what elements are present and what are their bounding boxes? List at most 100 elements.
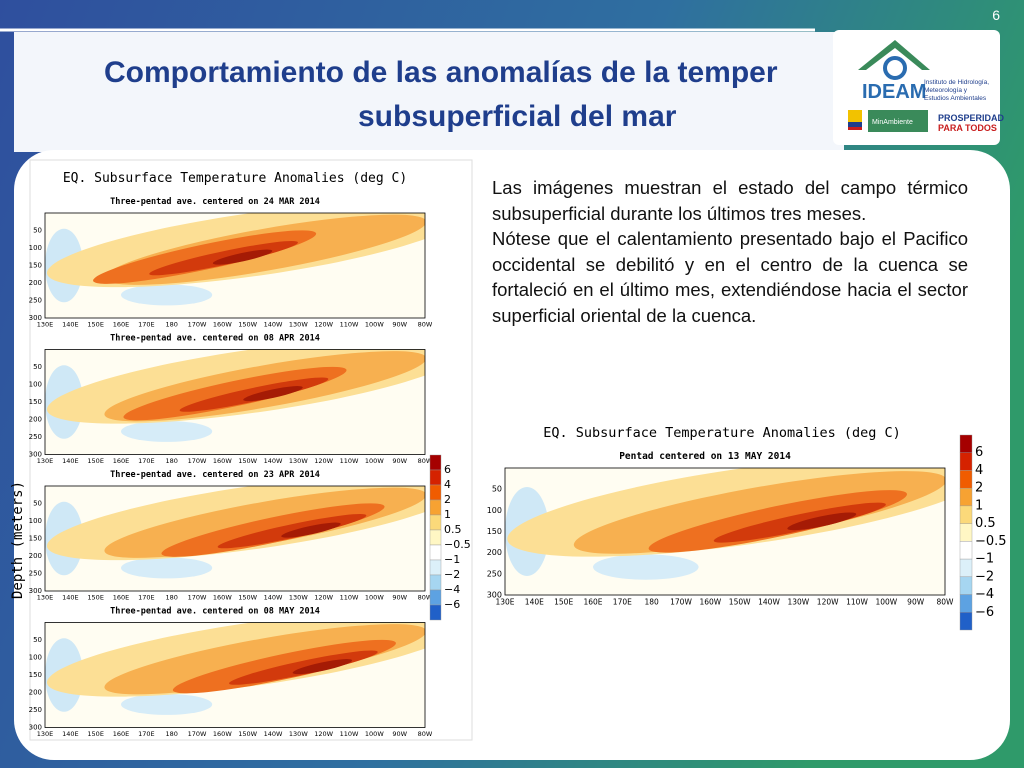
title-band: [14, 32, 844, 152]
plot-frame: [44, 349, 426, 455]
lon-tick-label: 100W: [365, 457, 384, 465]
lon-tick-label: 130E: [37, 321, 54, 329]
lon-tick-label: 90W: [392, 457, 407, 465]
colorbar-swatch: [429, 499, 442, 516]
depth-tick-label: 250: [29, 570, 42, 578]
panel-subtitle: Three-pentad ave. centered on 23 APR 201…: [110, 470, 320, 480]
depth-tick-label: 200: [29, 552, 42, 560]
heat-blob: [121, 284, 213, 306]
lon-tick-label: 170E: [138, 321, 155, 329]
logo-institute: Meteorología y: [924, 87, 968, 94]
colorbar-label: 1: [444, 508, 451, 521]
depth-tick-label: 150: [29, 398, 42, 406]
lon-tick-label: 130E: [37, 730, 54, 738]
depth-tick-label: 50: [492, 485, 502, 494]
lon-tick-label: 130E: [37, 594, 54, 602]
lon-tick-label: 150E: [87, 730, 104, 738]
lon-tick-label: 100W: [365, 321, 384, 329]
paragraph: Las imágenes muestran el estado del camp…: [492, 177, 968, 224]
colorbar-label: 0.5: [975, 516, 996, 531]
depth-tick-label: 50: [33, 363, 42, 371]
colorbar-label: −1: [975, 552, 994, 567]
colorbar-label: 6: [975, 445, 983, 460]
lon-tick-label: 100W: [365, 730, 384, 738]
lon-tick-label: 160W: [213, 594, 232, 602]
lon-tick-label: 110W: [340, 321, 359, 329]
lon-tick-label: 140W: [264, 730, 283, 738]
logo-roof: [858, 40, 930, 70]
colorbar-swatch: [429, 454, 442, 471]
colorbar-swatch: [429, 604, 442, 621]
y-axis-label: Depth (meters): [10, 481, 26, 599]
plot-frame: [44, 485, 426, 592]
lon-tick-label: 160W: [213, 730, 232, 738]
lon-tick-label: 120W: [817, 598, 839, 607]
lon-tick-label: 140W: [758, 598, 780, 607]
lon-tick-label: 80W: [937, 598, 955, 607]
logo-slogan: PARA TODOS: [938, 123, 997, 133]
panel-subtitle: Three-pentad ave. centered on 24 MAR 201…: [110, 197, 320, 207]
colorbar-swatch: [429, 544, 442, 561]
lon-tick-label: 160E: [113, 730, 130, 738]
lon-tick-label: 160W: [213, 457, 232, 465]
plot-frame: [44, 212, 426, 319]
heat-blob: [281, 522, 341, 538]
colorbar-label: 6: [444, 463, 451, 476]
heatmap: [45, 486, 425, 591]
panel-subtitle: Three-pentad ave. centered on 08 APR 201…: [110, 334, 320, 344]
lon-tick-label: 150E: [87, 457, 104, 465]
lon-tick-label: 100W: [365, 594, 384, 602]
logo-name: IDEAM: [862, 81, 926, 103]
lon-tick-label: 180: [165, 457, 177, 465]
lon-tick-label: 170W: [670, 598, 692, 607]
colorbar-label: −6: [975, 605, 994, 620]
lon-tick-label: 130E: [495, 598, 514, 607]
panel-subtitle: Pentad centered on 13 MAY 2014: [619, 451, 791, 462]
colorbar-label: −2: [444, 568, 460, 581]
lon-tick-label: 160E: [113, 321, 130, 329]
lon-tick-label: 160W: [699, 598, 721, 607]
lon-tick-label: 120W: [314, 594, 333, 602]
colorbar-label: −4: [975, 587, 994, 602]
colorbar-swatch: [429, 574, 442, 591]
depth-tick-label: 200: [29, 279, 42, 287]
lon-tick-label: 170E: [138, 457, 155, 465]
logo-flag: [848, 122, 862, 127]
lon-tick-label: 150W: [238, 457, 257, 465]
title: Comportamiento de las anomalías de la te…: [104, 56, 778, 89]
lon-tick-label: 120W: [314, 321, 333, 329]
depth-tick-label: 250: [29, 433, 42, 441]
lon-tick-label: 80W: [418, 457, 433, 465]
lon-tick-label: 180: [165, 594, 177, 602]
lon-tick-label: 140W: [264, 594, 283, 602]
lon-tick-label: 170E: [138, 730, 155, 738]
colorbar-swatch: [959, 434, 973, 453]
colorbar-swatch: [959, 487, 973, 507]
lon-tick-label: 90W: [392, 730, 407, 738]
depth-tick-label: 150: [29, 535, 42, 543]
logo-flag: [848, 127, 862, 130]
depth-tick-label: 150: [487, 527, 502, 536]
lon-tick-label: 170E: [138, 594, 155, 602]
depth-tick-label: 100: [29, 517, 42, 525]
panel-subtitle: Three-pentad ave. centered on 08 MAY 201…: [110, 607, 320, 617]
colorbar-swatch: [429, 529, 442, 546]
heat-blob: [212, 249, 273, 265]
depth-tick-label: 50: [33, 500, 42, 508]
logo-ministry: MinAmbiente: [872, 119, 913, 126]
depth-tick-label: 50: [33, 636, 42, 644]
logo-slogan: PROSPERIDAD: [938, 113, 1005, 123]
colorbar-swatch: [959, 523, 973, 542]
heat-blob: [292, 659, 353, 675]
depth-tick-label: 150: [29, 262, 42, 270]
depth-tick-label: 250: [487, 569, 502, 578]
colorbar-swatch: [959, 541, 973, 560]
colorbar-label: 2: [444, 493, 451, 506]
colorbar-swatch: [429, 484, 442, 501]
depth-tick-label: 300: [29, 314, 42, 322]
colorbar-label: −0.5: [444, 538, 471, 551]
lon-tick-label: 80W: [418, 594, 433, 602]
heat-blob: [593, 554, 699, 580]
colorbar-label: 4: [444, 478, 451, 491]
